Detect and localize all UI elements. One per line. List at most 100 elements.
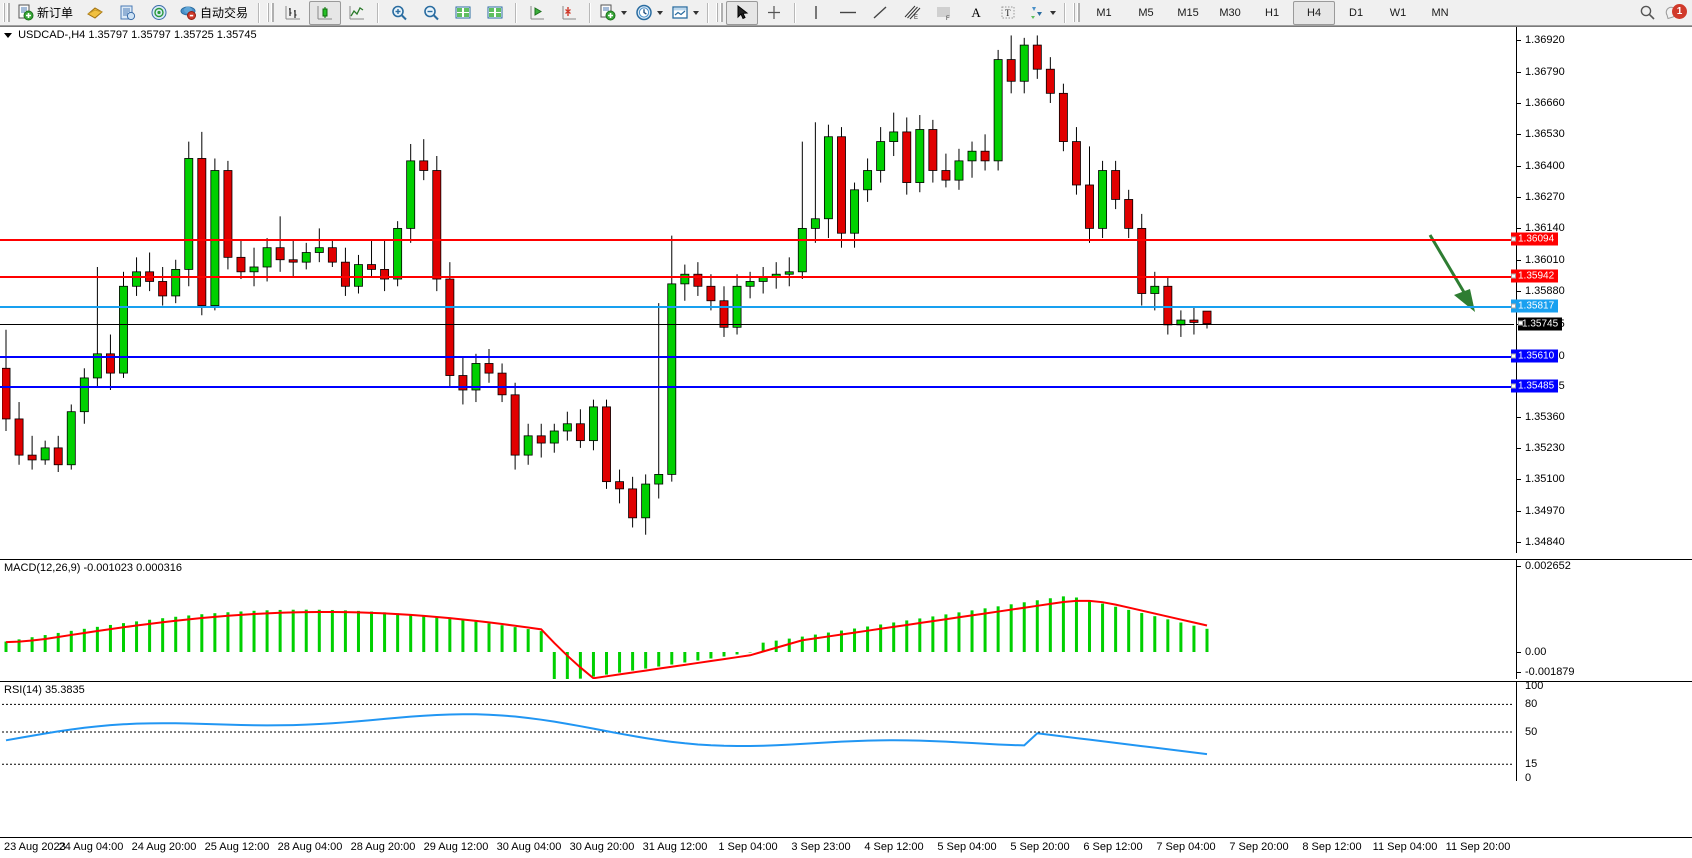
price-tag-current-price[interactable]: 1.35745	[1518, 317, 1563, 331]
label-button[interactable]: T	[992, 1, 1024, 25]
notification-badge: 1	[1672, 4, 1687, 19]
zoom-out-icon	[424, 5, 439, 21]
price-tick: 1.34970	[1517, 505, 1565, 517]
shapes-button[interactable]	[1024, 1, 1060, 25]
collapse-icon[interactable]	[4, 32, 12, 38]
macd-tick: 0.00	[1517, 646, 1546, 658]
indicators-button[interactable]	[595, 1, 631, 25]
experts-button[interactable]: 自动交易	[175, 1, 254, 25]
macd-pane[interactable]: MACD(12,26,9) -0.001023 0.000316 0.00265…	[0, 559, 1692, 679]
hline-button[interactable]	[832, 1, 864, 25]
crosshair-button[interactable]	[758, 1, 790, 25]
level-line-support-lower[interactable]	[0, 386, 1514, 389]
indicators-icon	[600, 4, 616, 21]
price-tag-support-upper[interactable]: 1.35610	[1511, 349, 1559, 363]
new-order-label: 新订单	[37, 6, 74, 20]
toolbar-grip-4[interactable]	[1073, 3, 1081, 22]
toolbar-grip-3[interactable]	[716, 3, 724, 22]
time-label: 25 Aug 12:00	[204, 841, 270, 853]
timeframe-m15[interactable]: M15	[1167, 1, 1209, 25]
timeframe-m5[interactable]: M5	[1125, 1, 1167, 25]
label-icon: T	[1001, 6, 1015, 19]
toolbar-grip[interactable]	[3, 3, 10, 22]
chevron-down-icon-4[interactable]	[1050, 10, 1057, 15]
zoom-out-button[interactable]	[415, 1, 447, 25]
period-button[interactable]	[631, 1, 667, 25]
fibo-grid-button[interactable]: F	[928, 1, 960, 25]
macd-axis: 0.002652 0.00 -0.001879	[1516, 560, 1692, 679]
candle-chart-button[interactable]	[309, 0, 342, 25]
macd-tick: 0.002652	[1517, 560, 1571, 572]
time-label: 11 Sep 04:00	[1372, 841, 1438, 853]
chevron-down-icon-3[interactable]	[693, 10, 700, 15]
rsi-tick: 100	[1525, 680, 1544, 692]
time-label: 7 Sep 20:00	[1229, 841, 1289, 853]
rsi-plot[interactable]	[2, 682, 1514, 781]
equidistant-button[interactable]: E	[896, 1, 928, 25]
chart-container[interactable]: USDCAD-,H4 1.35797 1.35797 1.35725 1.357…	[0, 26, 1692, 858]
timeframe-m30[interactable]: M30	[1209, 1, 1251, 25]
level-line-bid-line[interactable]	[0, 306, 1514, 309]
zoom-in-button[interactable]	[383, 1, 415, 25]
vline-button[interactable]	[800, 1, 832, 25]
trendline-icon	[873, 6, 887, 19]
notification-button[interactable]: 1	[1664, 4, 1687, 21]
main-toolbar: 新订单 自动交易	[0, 0, 1692, 26]
price-pane[interactable]: USDCAD-,H4 1.35797 1.35797 1.35725 1.357…	[0, 26, 1692, 553]
news-button[interactable]	[111, 1, 143, 25]
price-tag-bid-line[interactable]: 1.35817	[1511, 299, 1559, 313]
hline-icon	[840, 11, 857, 14]
macd-plot[interactable]	[2, 560, 1514, 679]
signals-button[interactable]	[143, 1, 175, 25]
timeframe-d1[interactable]: D1	[1335, 1, 1377, 25]
tf-label-mn: MN	[1431, 6, 1449, 19]
price-tag-resistance-lower[interactable]: 1.35942	[1511, 269, 1559, 283]
time-label: 7 Sep 04:00	[1156, 841, 1216, 853]
timeframe-w1[interactable]: W1	[1377, 1, 1419, 25]
candlestick-series	[2, 35, 1475, 535]
auto-trading-label: 自动交易	[200, 6, 249, 20]
templates-button[interactable]	[667, 1, 703, 25]
trendline-button[interactable]	[864, 1, 896, 25]
line-chart-button[interactable]	[341, 1, 373, 25]
timeframe-h1[interactable]: H1	[1251, 1, 1293, 25]
shift-start-button[interactable]	[521, 1, 553, 25]
level-line-current-price[interactable]	[0, 323, 1514, 325]
grid-button[interactable]	[479, 1, 511, 25]
toolbar-separator-2	[377, 2, 380, 23]
data-window-button[interactable]	[447, 1, 479, 25]
new-order-button[interactable]: 新订单	[13, 1, 79, 25]
price-tick: 1.36140	[1517, 222, 1565, 234]
price-tick: 1.36270	[1517, 191, 1565, 203]
chevron-down-icon-2[interactable]	[657, 10, 664, 15]
expert-icon	[180, 6, 197, 20]
time-label: 5 Sep 04:00	[937, 841, 997, 853]
price-tag-resistance-upper[interactable]: 1.36094	[1511, 232, 1559, 246]
shift-end-button[interactable]	[553, 1, 585, 25]
timeframe-h4[interactable]: H4	[1293, 0, 1336, 25]
rsi-axis: 100 80 50 15 0	[1516, 680, 1692, 784]
price-tag-support-lower[interactable]: 1.35485	[1511, 379, 1559, 393]
price-plot[interactable]	[2, 27, 1514, 553]
price-axis[interactable]: 1.36920 1.36790 1.36660 1.36530 1.36400 1.362…	[1511, 27, 1692, 553]
level-line-resistance-lower[interactable]	[0, 276, 1514, 279]
text-button[interactable]: A	[960, 1, 992, 25]
search-icon[interactable]	[1639, 4, 1656, 21]
line-chart-icon	[349, 6, 365, 20]
chevron-down-icon[interactable]	[621, 10, 628, 15]
toolbar-grip-2[interactable]	[267, 3, 275, 22]
timeframe-mn[interactable]: MN	[1419, 1, 1461, 25]
svg-text:E: E	[914, 15, 918, 21]
timeframe-m1[interactable]: M1	[1083, 1, 1125, 25]
price-tick: 1.35880	[1517, 285, 1565, 297]
cursor-button[interactable]	[726, 0, 759, 25]
time-label: 8 Sep 12:00	[1302, 841, 1362, 853]
rsi-pane[interactable]: RSI(14) 35.3835 100 80 50 15 0	[0, 680, 1692, 784]
toolbar-separator-4	[589, 2, 592, 23]
books-button[interactable]	[79, 1, 111, 25]
level-line-support-upper[interactable]	[0, 356, 1514, 359]
bar-chart-button[interactable]	[277, 1, 309, 25]
level-line-resistance-upper[interactable]	[0, 239, 1514, 242]
toolbar-separator-6	[794, 2, 797, 23]
rsi-tick: 15	[1525, 758, 1538, 771]
